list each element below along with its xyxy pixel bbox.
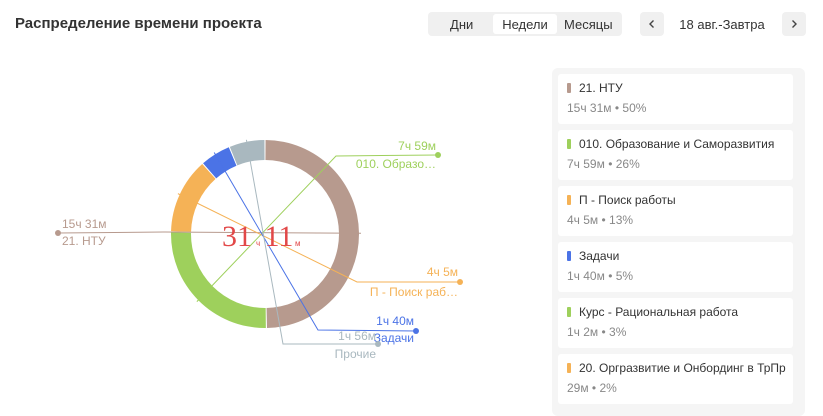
legend-meta: 1ч 40м • 5% xyxy=(567,269,634,283)
period-days-button[interactable]: Дни xyxy=(450,16,474,32)
legend-swatch xyxy=(567,251,571,261)
callout-line-1 xyxy=(196,154,439,302)
callout-dot-1 xyxy=(435,152,441,158)
legend-name: 20. Оргразвитие и Онбординг в ТрПр xyxy=(579,361,786,375)
total-hours-unit: ч xyxy=(256,239,260,248)
slice-value-label: 7ч 59м xyxy=(398,139,436,153)
slice-value-label: 1ч 56м xyxy=(338,329,376,343)
period-months-button[interactable]: Месяцы xyxy=(564,16,613,32)
slice-name-label: Прочие xyxy=(335,347,377,361)
legend-card[interactable]: Курс - Рациональная работа 1ч 2м • 3% xyxy=(558,298,793,348)
callout-dot-3 xyxy=(413,328,419,334)
legend-card[interactable]: 20. Оргразвитие и Онбординг в ТрПр 29м •… xyxy=(558,354,793,404)
period-selector: Дни Недели Месяцы xyxy=(428,12,622,36)
legend-meta: 7ч 59м • 26% xyxy=(567,157,640,171)
legend-name: Курс - Рациональная работа xyxy=(579,305,739,319)
legend-name: П - Поиск работы xyxy=(579,193,676,207)
legend-swatch xyxy=(567,307,571,317)
legend-swatch xyxy=(567,195,571,205)
slice-name-label: 010. Образо… xyxy=(356,157,436,171)
legend-swatch xyxy=(567,83,571,93)
legend-name: Задачи xyxy=(579,249,620,263)
total-minutes: 11 xyxy=(265,220,294,253)
slice-name-label: 21. НТУ xyxy=(62,234,106,248)
legend-name: 010. Образование и Саморазвития xyxy=(579,137,775,151)
callout-dot-0 xyxy=(55,230,61,236)
legend-swatch xyxy=(567,139,571,149)
legend-panel: 21. НТУ 15ч 31м • 50% 010. Образование и… xyxy=(552,68,805,416)
legend-meta: 1ч 2м • 3% xyxy=(567,325,627,339)
slice-4[interactable] xyxy=(229,140,265,166)
period-weeks-button[interactable]: Недели xyxy=(493,14,557,34)
slice-value-label: 1ч 40м xyxy=(376,314,414,328)
slice-2[interactable] xyxy=(171,164,216,232)
slice-name-label: П - Поиск раб… xyxy=(370,285,458,299)
legend-name: 21. НТУ xyxy=(579,81,623,95)
legend-card[interactable]: П - Поиск работы 4ч 5м • 13% xyxy=(558,186,793,236)
callout-line-2 xyxy=(177,193,460,283)
legend-card[interactable]: 010. Образование и Саморазвития 7ч 59м •… xyxy=(558,130,793,180)
slice-value-label: 15ч 31м xyxy=(62,217,107,231)
slice-0[interactable] xyxy=(265,140,360,328)
callout-line-0 xyxy=(57,231,362,234)
legend-card[interactable]: Задачи 1ч 40м • 5% xyxy=(558,242,793,292)
legend-meta: 15ч 31м • 50% xyxy=(567,101,647,115)
slice-value-label: 4ч 5м xyxy=(427,265,458,279)
callout-line-4 xyxy=(245,139,378,345)
callout-line-3 xyxy=(213,152,417,332)
total-hours: 31 xyxy=(222,220,252,253)
callout-dot-4 xyxy=(375,341,381,347)
chevron-left-icon xyxy=(649,20,654,28)
next-period-button[interactable] xyxy=(782,12,806,36)
donut-chart: 15ч 31м 21. НТУ 7ч 59м 010. Образо… 4ч 5м П -… xyxy=(55,139,463,361)
prev-period-button[interactable] xyxy=(640,12,664,36)
page-title: Распределение времени проекта xyxy=(15,15,262,32)
date-range: 18 авг.-Завтра xyxy=(679,17,765,32)
callout-dot-2 xyxy=(457,279,463,285)
legend-meta: 4ч 5м • 13% xyxy=(567,213,634,227)
chevron-right-icon xyxy=(792,20,797,28)
slice-name-label: Задачи xyxy=(374,331,414,345)
total-minutes-unit: м xyxy=(295,239,301,248)
slice-1[interactable] xyxy=(171,232,266,328)
legend-card[interactable]: 21. НТУ 15ч 31м • 50% xyxy=(558,74,793,124)
legend-meta: 29м • 2% xyxy=(567,381,617,395)
legend-swatch xyxy=(567,363,571,373)
